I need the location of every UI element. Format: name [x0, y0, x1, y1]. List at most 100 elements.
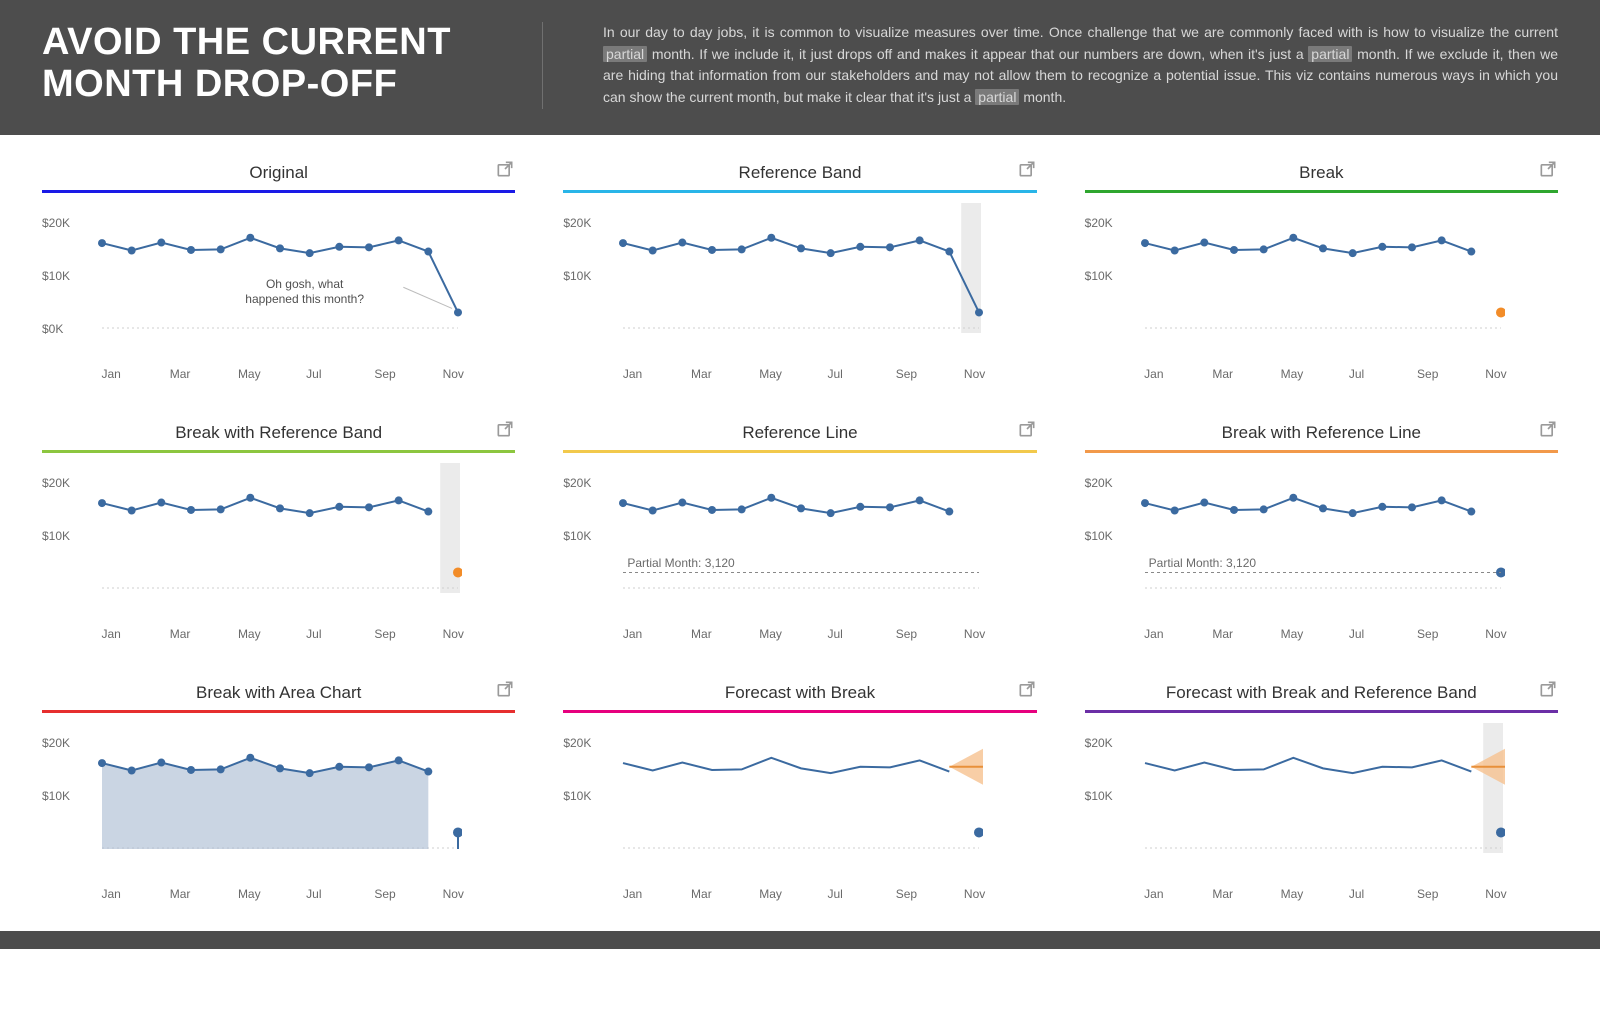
- data-marker: [365, 763, 373, 771]
- x-tick-label: Nov: [964, 887, 965, 901]
- chart: $10K$20KPartial Month: 3,120JanMarMayJul…: [563, 453, 1036, 643]
- data-line: [623, 498, 949, 513]
- popout-icon[interactable]: [1017, 679, 1037, 699]
- x-tick-label: Jul: [306, 627, 307, 641]
- data-marker: [1467, 247, 1475, 255]
- y-axis-label: $10K: [563, 789, 591, 803]
- x-tick-label: Jan: [1144, 367, 1145, 381]
- x-tick-label: May: [759, 627, 760, 641]
- x-tick-label: May: [238, 887, 239, 901]
- panel-break-area: Break with Area Chart $10K$20KJanMarMayJ…: [42, 679, 515, 903]
- x-tick-label: Nov: [1485, 627, 1486, 641]
- reference-line-label: Partial Month: 3,120: [1149, 556, 1256, 570]
- data-marker: [1200, 498, 1208, 506]
- page-title: AVOID THE CURRENT MONTH DROP-OFF: [42, 22, 482, 109]
- data-marker: [886, 243, 894, 251]
- x-tick-label: Mar: [691, 627, 692, 641]
- popout-icon[interactable]: [495, 159, 515, 179]
- panel-title: Forecast with Break: [725, 683, 875, 703]
- data-marker: [128, 766, 136, 774]
- popout-icon[interactable]: [495, 679, 515, 699]
- data-marker: [916, 496, 924, 504]
- x-tick-label: May: [1281, 627, 1282, 641]
- data-marker: [128, 506, 136, 514]
- y-axis-label: $20K: [42, 216, 70, 230]
- data-marker: [649, 506, 657, 514]
- chart-svg: [563, 453, 983, 613]
- x-tick-label: Nov: [964, 627, 965, 641]
- x-axis-labels: JanMarMayJulSepNov: [623, 627, 1032, 643]
- data-marker: [946, 247, 954, 255]
- y-axis-label: $20K: [563, 216, 591, 230]
- x-axis-labels: JanMarMayJulSepNov: [102, 887, 511, 903]
- data-marker: [424, 767, 432, 775]
- data-marker: [1259, 505, 1267, 513]
- chart: $10K$20KJanMarMayJulSepNov: [563, 713, 1036, 903]
- y-axis-label: $10K: [563, 529, 591, 543]
- x-tick-label: Jul: [827, 627, 828, 641]
- chart-svg: [1085, 193, 1505, 353]
- data-marker: [306, 509, 314, 517]
- panel-title-row: Forecast with Break and Reference Band: [1085, 679, 1558, 707]
- data-marker: [395, 236, 403, 244]
- data-marker: [276, 764, 284, 772]
- data-marker: [827, 249, 835, 257]
- data-marker: [454, 308, 462, 316]
- data-marker: [797, 504, 805, 512]
- x-tick-label: Mar: [170, 627, 171, 641]
- data-marker: [157, 758, 165, 766]
- y-axis-label: $20K: [1085, 476, 1113, 490]
- data-marker: [1230, 246, 1238, 254]
- popout-icon[interactable]: [1538, 159, 1558, 179]
- y-axis-label: $20K: [1085, 736, 1113, 750]
- data-marker: [975, 308, 983, 316]
- y-axis-label: $10K: [42, 529, 70, 543]
- x-axis-labels: JanMarMayJulSepNov: [623, 367, 1032, 383]
- x-tick-label: Jan: [623, 627, 624, 641]
- chart: $0K$10K$20KOh gosh, whathappened this mo…: [42, 193, 515, 383]
- x-tick-label: May: [759, 887, 760, 901]
- data-marker: [1289, 234, 1297, 242]
- panel-forecast-break: Forecast with Break $10K$20KJanMarMayJul…: [563, 679, 1036, 903]
- popout-icon[interactable]: [1538, 419, 1558, 439]
- data-marker: [157, 498, 165, 506]
- x-axis-labels: JanMarMayJulSepNov: [623, 887, 1032, 903]
- chart-svg: [1085, 713, 1505, 873]
- popout-icon[interactable]: [495, 419, 515, 439]
- popout-icon[interactable]: [1017, 159, 1037, 179]
- area-fill: [102, 758, 428, 849]
- panel-title-row: Original: [42, 159, 515, 187]
- chart: $10K$20KJanMarMayJulSepNov: [1085, 713, 1558, 903]
- data-marker: [768, 494, 776, 502]
- panel-title: Break: [1299, 163, 1343, 183]
- header: AVOID THE CURRENT MONTH DROP-OFF In our …: [0, 0, 1600, 135]
- data-marker: [217, 765, 225, 773]
- panel-title: Reference Line: [742, 423, 857, 443]
- x-tick-label: Mar: [691, 367, 692, 381]
- data-marker: [1467, 507, 1475, 515]
- data-marker: [1378, 503, 1386, 511]
- popout-icon[interactable]: [1017, 419, 1037, 439]
- data-marker: [708, 506, 716, 514]
- data-marker: [424, 507, 432, 515]
- data-marker: [1437, 496, 1445, 504]
- y-axis-label: $20K: [563, 736, 591, 750]
- panel-title-row: Forecast with Break: [563, 679, 1036, 707]
- data-marker: [1170, 506, 1178, 514]
- break-marker: [974, 827, 983, 837]
- data-marker: [1319, 244, 1327, 252]
- x-tick-label: Jan: [623, 367, 624, 381]
- x-tick-label: May: [1281, 367, 1282, 381]
- popout-icon[interactable]: [1538, 679, 1558, 699]
- x-tick-label: Nov: [443, 367, 444, 381]
- x-tick-label: Sep: [896, 887, 897, 901]
- x-axis-labels: JanMarMayJulSepNov: [1145, 367, 1554, 383]
- data-marker: [1408, 243, 1416, 251]
- data-marker: [246, 754, 254, 762]
- data-marker: [217, 245, 225, 253]
- x-tick-label: Jul: [306, 367, 307, 381]
- data-marker: [649, 246, 657, 254]
- data-marker: [619, 499, 627, 507]
- data-marker: [424, 247, 432, 255]
- x-tick-label: Sep: [1417, 367, 1418, 381]
